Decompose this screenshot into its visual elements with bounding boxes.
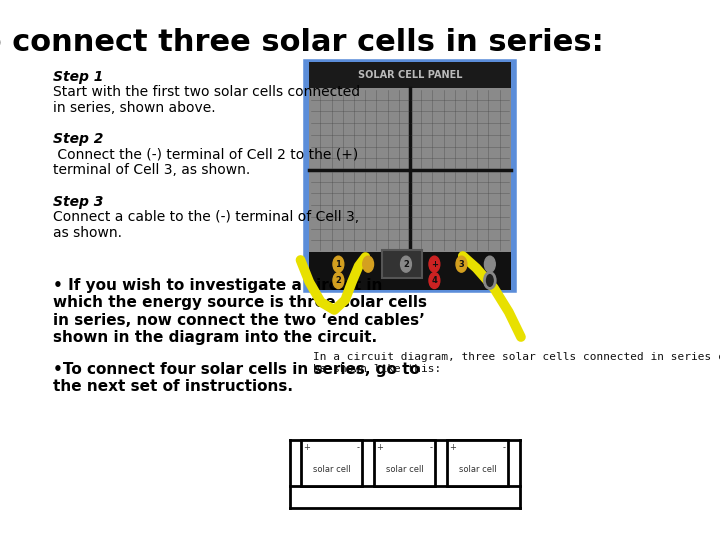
Bar [301,440,362,486]
Circle shape [333,256,343,272]
Text: In a circuit diagram, three solar cells connected in series could
be shown like : In a circuit diagram, three solar cells … [312,352,720,374]
Circle shape [400,256,411,272]
Text: -: - [503,443,506,452]
Text: +: + [431,260,438,269]
Text: Connect a cable to the (-) terminal of Cell 3,
as shown.: Connect a cable to the (-) terminal of C… [53,210,359,240]
Text: Step 1: Step 1 [53,70,104,84]
Text: Start with the first two solar cells connected
in series, shown above.: Start with the first two solar cells con… [53,85,360,115]
Bar [447,440,508,486]
Bar [310,252,510,290]
Bar [310,88,510,252]
Circle shape [363,256,374,272]
Text: solar cell: solar cell [459,464,497,474]
Bar [382,250,422,278]
Text: 2: 2 [403,260,409,269]
Text: solar cell: solar cell [312,464,351,474]
Text: 2: 2 [336,276,341,285]
Text: SOLAR CELL PANEL: SOLAR CELL PANEL [358,70,462,80]
Text: Connect the (-) terminal of Cell 2 to the (+)
terminal of Cell 3, as shown.: Connect the (-) terminal of Cell 2 to th… [53,147,359,177]
Circle shape [429,256,440,272]
Text: Step 2: Step 2 [53,132,104,146]
Text: -: - [430,443,433,452]
Circle shape [485,273,495,288]
Text: solar cell: solar cell [386,464,423,474]
Text: • If you wish to investigate a circuit in
which the energy source is three solar: • If you wish to investigate a circuit i… [53,278,427,345]
Text: •To connect four solar cells in series, go to
the next set of instructions.: •To connect four solar cells in series, … [53,362,420,394]
Circle shape [456,256,467,272]
Circle shape [485,256,495,272]
Bar [310,62,510,88]
Text: To connect three solar cells in series:: To connect three solar cells in series: [0,28,604,57]
Text: Step 3: Step 3 [53,195,104,209]
Text: -: - [357,443,360,452]
Text: 3: 3 [459,260,464,269]
Text: +: + [449,443,456,452]
Text: +: + [303,443,310,452]
Bar [306,62,514,290]
Text: 4: 4 [431,276,437,285]
Text: 1: 1 [336,260,341,269]
Text: +: + [377,443,383,452]
Circle shape [333,273,343,288]
Bar [374,440,435,486]
Circle shape [429,273,440,288]
